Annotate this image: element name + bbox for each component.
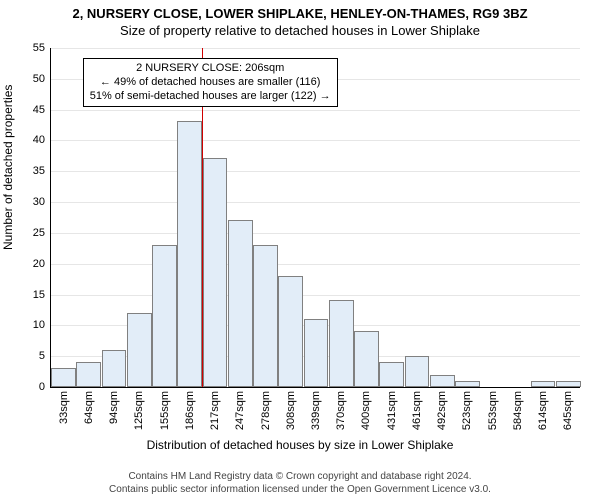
copyright-line-1: Contains HM Land Registry data © Crown c… bbox=[0, 471, 600, 484]
histogram-bar bbox=[203, 158, 228, 387]
annotation-line: 51% of semi-detached houses are larger (… bbox=[90, 90, 331, 104]
annotation-line: 2 NURSERY CLOSE: 206sqm bbox=[90, 62, 331, 76]
annotation-box: 2 NURSERY CLOSE: 206sqm← 49% of detached… bbox=[83, 58, 338, 107]
gridline bbox=[51, 171, 580, 172]
histogram-bar bbox=[76, 362, 101, 387]
gridline bbox=[51, 110, 580, 111]
title-line-1: 2, NURSERY CLOSE, LOWER SHIPLAKE, HENLEY… bbox=[0, 0, 600, 21]
x-tick-label: 186sqm bbox=[184, 387, 196, 430]
title-line-2: Size of property relative to detached ho… bbox=[0, 21, 600, 38]
x-tick-label: 125sqm bbox=[133, 387, 145, 430]
y-tick-label: 25 bbox=[33, 227, 45, 239]
y-tick-label: 30 bbox=[33, 196, 45, 208]
x-tick-label: 278sqm bbox=[260, 387, 272, 430]
histogram-bar bbox=[177, 121, 202, 387]
chart-container: 2, NURSERY CLOSE, LOWER SHIPLAKE, HENLEY… bbox=[0, 0, 600, 500]
y-tick-label: 55 bbox=[33, 42, 45, 54]
gridline bbox=[51, 233, 580, 234]
x-tick-label: 247sqm bbox=[234, 387, 246, 430]
x-tick-label: 492sqm bbox=[436, 387, 448, 430]
y-tick-label: 40 bbox=[33, 134, 45, 146]
histogram-bar bbox=[354, 331, 379, 387]
y-tick-label: 45 bbox=[33, 104, 45, 116]
x-tick-label: 523sqm bbox=[461, 387, 473, 430]
annotation-line: ← 49% of detached houses are smaller (11… bbox=[90, 76, 331, 90]
x-tick-label: 553sqm bbox=[487, 387, 499, 430]
x-tick-label: 461sqm bbox=[411, 387, 423, 430]
y-tick-label: 5 bbox=[39, 350, 45, 362]
y-tick-label: 0 bbox=[39, 381, 45, 393]
y-axis-label: Number of detached properties bbox=[1, 85, 15, 250]
x-tick-label: 217sqm bbox=[209, 387, 221, 430]
histogram-bar bbox=[304, 319, 329, 387]
x-tick-label: 94sqm bbox=[108, 387, 120, 424]
y-tick-label: 10 bbox=[33, 319, 45, 331]
x-tick-label: 431sqm bbox=[386, 387, 398, 430]
x-tick-label: 339sqm bbox=[310, 387, 322, 430]
gridline bbox=[51, 295, 580, 296]
gridline bbox=[51, 264, 580, 265]
histogram-bar bbox=[102, 350, 127, 387]
histogram-bar bbox=[329, 300, 354, 387]
y-tick-label: 35 bbox=[33, 165, 45, 177]
histogram-bar bbox=[430, 375, 455, 387]
histogram-bar bbox=[379, 362, 404, 387]
gridline bbox=[51, 202, 580, 203]
histogram-bar bbox=[405, 356, 430, 387]
histogram-bar bbox=[278, 276, 303, 387]
histogram-bar bbox=[253, 245, 278, 387]
x-tick-label: 400sqm bbox=[360, 387, 372, 430]
y-tick-label: 15 bbox=[33, 289, 45, 301]
x-tick-label: 614sqm bbox=[537, 387, 549, 430]
y-tick-label: 20 bbox=[33, 258, 45, 270]
gridline bbox=[51, 140, 580, 141]
x-tick-label: 308sqm bbox=[285, 387, 297, 430]
histogram-bar bbox=[152, 245, 177, 387]
histogram-bar bbox=[228, 220, 253, 387]
x-tick-label: 584sqm bbox=[512, 387, 524, 430]
x-axis-label: Distribution of detached houses by size … bbox=[0, 438, 600, 452]
x-tick-label: 645sqm bbox=[562, 387, 574, 430]
x-tick-label: 370sqm bbox=[335, 387, 347, 430]
copyright-footer: Contains HM Land Registry data © Crown c… bbox=[0, 471, 600, 496]
gridline bbox=[51, 48, 580, 49]
x-tick-label: 33sqm bbox=[58, 387, 70, 424]
y-tick-label: 50 bbox=[33, 73, 45, 85]
x-tick-label: 64sqm bbox=[83, 387, 95, 424]
histogram-bar bbox=[51, 368, 76, 387]
plot-area: 051015202530354045505533sqm64sqm94sqm125… bbox=[50, 48, 580, 388]
histogram-bar bbox=[127, 313, 152, 387]
copyright-line-2: Contains public sector information licen… bbox=[0, 484, 600, 497]
x-tick-label: 155sqm bbox=[159, 387, 171, 430]
